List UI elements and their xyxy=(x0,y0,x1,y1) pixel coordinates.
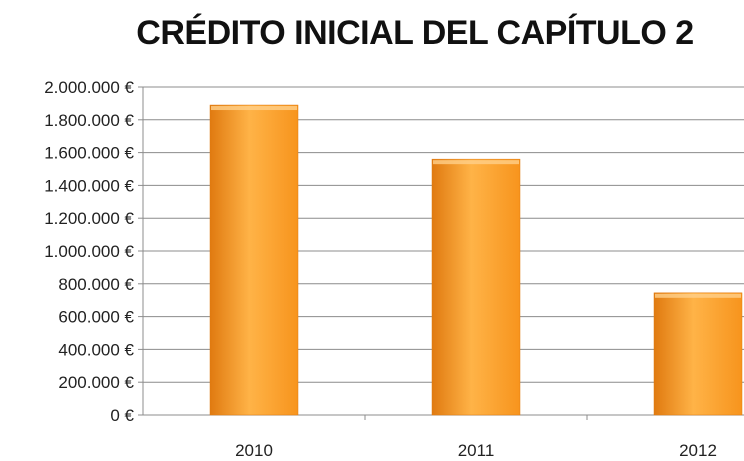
y-tick-label: 200.000 € xyxy=(58,373,134,392)
y-axis-ticks: 0 € 200.000 € 400.000 € 600.000 € 800.000 € 1… xyxy=(44,78,134,425)
y-tick-label: 0 € xyxy=(110,406,134,425)
bar-2012 xyxy=(653,292,743,416)
y-tick-label: 400.000 € xyxy=(58,340,134,359)
bar-highlight xyxy=(655,293,741,298)
bar-highlight xyxy=(211,106,297,111)
y-tick-label: 1.600.000 € xyxy=(44,144,134,163)
x-tick-label: 2011 xyxy=(458,441,495,460)
x-tick-label: 2010 xyxy=(235,441,273,460)
bar-2010 xyxy=(209,104,299,416)
x-axis-ticks: 2010 2011 2012 xyxy=(235,415,717,460)
y-tick-label: 1.400.000 € xyxy=(44,176,134,195)
bar-highlight xyxy=(433,160,519,165)
y-tick-label: 1.000.000 € xyxy=(44,242,134,261)
y-tick-label: 2.000.000 € xyxy=(44,78,134,97)
x-tick-label: 2012 xyxy=(679,441,717,460)
y-tick-label: 800.000 € xyxy=(58,275,134,294)
y-tick-label: 600.000 € xyxy=(58,308,134,327)
y-tick-label: 1.200.000 € xyxy=(44,209,134,228)
y-tick-label: 1.800.000 € xyxy=(44,111,134,130)
chart-title: CRÉDITO INICIAL DEL CAPÍTULO 2 xyxy=(136,14,694,52)
bar-2011 xyxy=(431,158,521,416)
bars xyxy=(209,104,743,416)
